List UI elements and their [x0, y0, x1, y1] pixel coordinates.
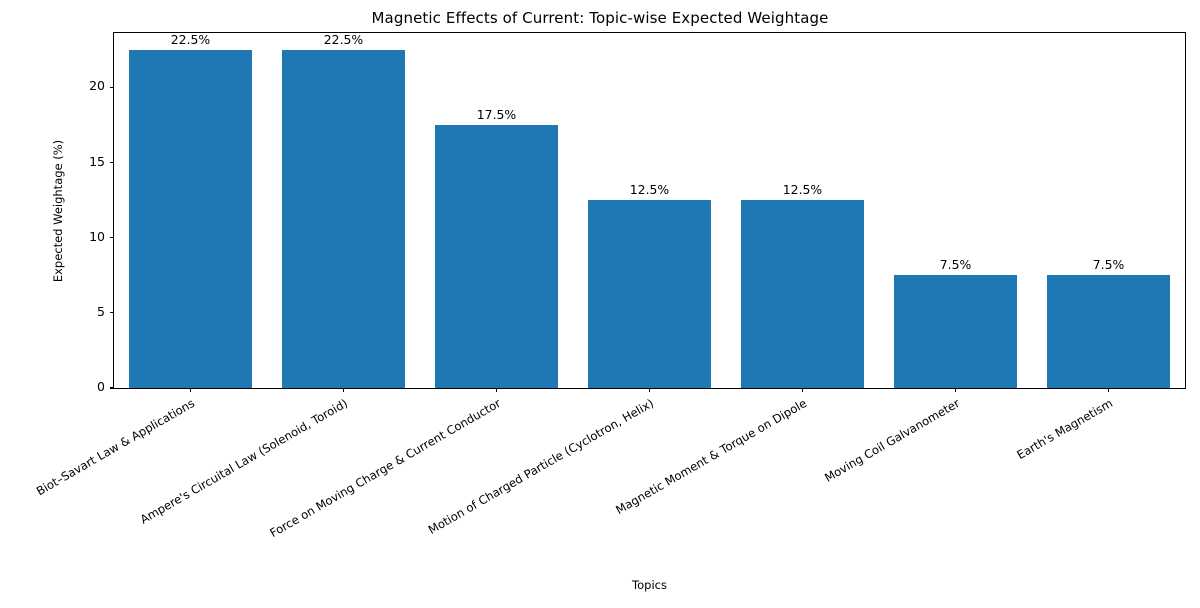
bar-value-label: 17.5% — [476, 107, 517, 123]
bar[interactable]: 7.5% — [894, 257, 1017, 388]
y-tick-label: 5 — [97, 303, 105, 319]
bar-value-label: 22.5% — [170, 31, 211, 47]
y-axis-label: Expected Weightage (%) — [51, 139, 65, 282]
x-tick-label: Ampere's Circuital Law (Solenoid, Toroid… — [137, 396, 350, 527]
bar[interactable]: 22.5% — [129, 32, 252, 388]
y-tick-label: 20 — [89, 78, 105, 94]
x-tick-mark — [648, 388, 651, 393]
x-tick-label: Force on Moving Charge & Current Conduct… — [266, 396, 503, 541]
bar-value-label: 12.5% — [629, 182, 670, 198]
x-tick-label: Earth's Magnetism — [1013, 396, 1115, 463]
bar[interactable]: 22.5% — [282, 32, 405, 388]
y-tick-label: 15 — [89, 153, 105, 169]
x-axis-label: Topics — [632, 578, 667, 592]
x-tick-mark — [495, 388, 498, 393]
x-tick-mark — [954, 388, 957, 393]
bar[interactable]: 17.5% — [435, 107, 558, 388]
x-tick-label: Magnetic Moment & Torque on Dipole — [612, 396, 809, 518]
x-tick-mark — [1107, 388, 1110, 393]
x-tick-label: Moving Coil Galvanometer — [821, 396, 962, 485]
x-tick-label: Motion of Charged Particle (Cyclotron, H… — [425, 396, 656, 537]
y-tick-mark — [109, 237, 114, 239]
bar[interactable]: 12.5% — [588, 182, 711, 388]
bar[interactable]: 12.5% — [741, 182, 864, 388]
y-tick-mark — [109, 86, 114, 89]
y-tick-mark — [109, 161, 114, 164]
y-tick-mark — [109, 312, 114, 314]
chart-title: Magnetic Effects of Current: Topic-wise … — [371, 9, 829, 27]
bar[interactable]: 7.5% — [1047, 257, 1170, 388]
bar-value-label: 22.5% — [323, 31, 364, 47]
y-tick-label: 0 — [97, 379, 105, 394]
x-tick-mark — [189, 388, 192, 393]
plot-area: Expected Weightage (%) 0 5 10 15 20 22.5% 22.… — [51, 32, 1186, 394]
x-tick-mark — [801, 388, 804, 393]
y-tick-label: 10 — [89, 228, 105, 244]
x-tick-mark — [342, 388, 345, 393]
bar-value-label: 12.5% — [782, 182, 823, 198]
bar-value-label: 7.5% — [939, 257, 972, 273]
y-tick-mark — [109, 387, 114, 389]
bar-value-label: 7.5% — [1092, 257, 1125, 273]
